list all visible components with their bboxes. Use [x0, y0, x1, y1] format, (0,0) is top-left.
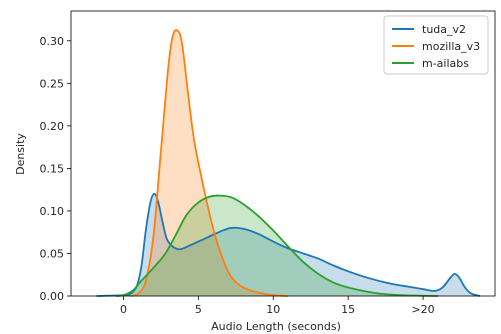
series-fill-m-ailabs	[115, 195, 439, 296]
y-tick-label: 0.10	[40, 205, 65, 218]
density-lines	[96, 29, 481, 297]
x-axis-label: Audio Length (seconds)	[211, 320, 341, 333]
legend-label-mozilla_v3: mozilla_v3	[422, 40, 480, 53]
x-tick-label: >20	[411, 303, 434, 316]
y-tick-label: 0.25	[40, 77, 65, 90]
y-tick-label: 0.05	[40, 247, 65, 260]
legend-label-tuda_v2: tuda_v2	[422, 23, 466, 36]
y-tick-label: 0.30	[40, 35, 65, 48]
axes: 0 5 10 15 >20 0.00 0.05 0.10 0.15 0.20 0.25 0.30	[40, 10, 496, 316]
x-tick-label: 0	[120, 303, 127, 316]
legend: tuda_v2 mozilla_v3 m-ailabs	[383, 15, 489, 75]
y-axis-label: Density	[14, 133, 27, 175]
legend-box	[383, 15, 489, 75]
y-tick-label: 0.00	[40, 290, 65, 303]
series-line-mozilla_v3	[130, 29, 289, 297]
series-fill-mozilla_v3	[130, 30, 289, 297]
x-tick-label: 15	[341, 303, 355, 316]
plot-frame	[70, 10, 496, 297]
legend-label-m-ailabs: m-ailabs	[422, 57, 469, 70]
x-tick-label: 5	[195, 303, 202, 316]
series-line-m-ailabs	[115, 194, 439, 297]
x-tick-label: 10	[266, 303, 280, 316]
density-fills	[96, 30, 481, 297]
y-tick-label: 0.15	[40, 162, 65, 175]
y-tick-label: 0.20	[40, 120, 65, 133]
series-fill-tuda_v2	[96, 193, 481, 296]
series-line-tuda_v2	[96, 193, 481, 297]
